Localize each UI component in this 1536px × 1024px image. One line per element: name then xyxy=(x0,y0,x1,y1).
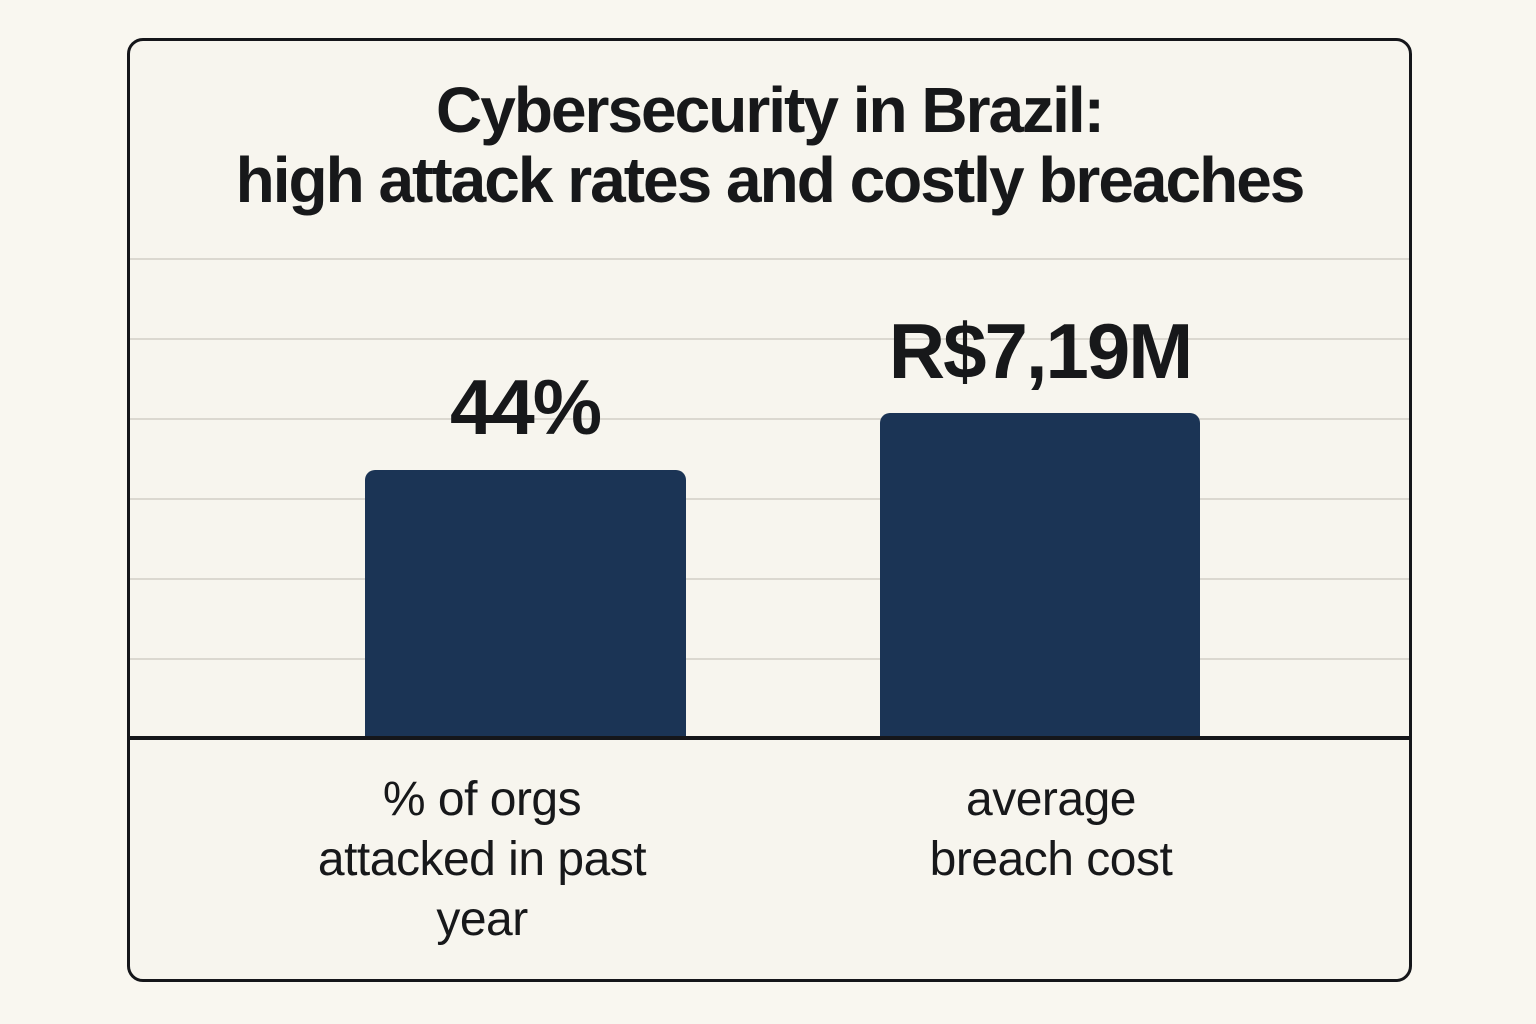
category-label-line: attacked in past xyxy=(317,833,647,886)
gridline-6 xyxy=(130,658,1409,660)
category-label-line: breach cost xyxy=(929,833,1173,886)
bar-attack-rate xyxy=(365,470,686,736)
bar-value-attack-rate: 44% xyxy=(449,363,602,451)
gridline-1 xyxy=(130,258,1409,260)
bar-value-breach-cost: R$7,19M xyxy=(888,307,1194,395)
gridline-2 xyxy=(130,338,1409,340)
chart-card: Cybersecurity in Brazil: high attack rat… xyxy=(127,38,1412,982)
category-label-attack-rate: % of orgs attacked in past year xyxy=(232,770,732,950)
category-label-breach-cost: average breach cost xyxy=(801,770,1301,890)
gridline-5 xyxy=(130,578,1409,580)
chart-title-line-1: Cybersecurity in Brazil: xyxy=(436,74,1105,146)
bar-breach-cost xyxy=(880,413,1200,736)
chart-title-line-2: high attack rates and costly breaches xyxy=(235,144,1306,216)
category-label-line: year xyxy=(436,893,528,946)
chart-title: Cybersecurity in Brazil: high attack rat… xyxy=(130,75,1409,215)
gridline-4 xyxy=(130,498,1409,500)
category-label-line: % of orgs xyxy=(382,773,582,826)
gridline-3 xyxy=(130,418,1409,420)
x-axis-line xyxy=(130,736,1409,740)
category-label-line: average xyxy=(966,773,1136,826)
